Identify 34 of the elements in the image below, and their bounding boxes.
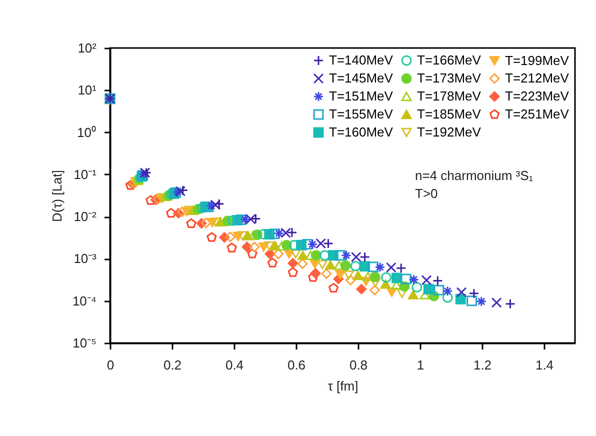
legend-label: T=192MeV	[417, 124, 482, 140]
y-tick-label: 10²	[78, 40, 98, 56]
x-tick-label: 1.4	[535, 358, 554, 372]
x-axis-title: τ [fm]	[328, 378, 358, 394]
legend-label: T=155MeV	[329, 106, 394, 122]
annotation: n=4 charmonium ³S₁	[415, 168, 534, 183]
legend-label: T=178MeV	[417, 88, 482, 104]
legend-label: T=173MeV	[417, 70, 482, 86]
legend-label: T=166MeV	[417, 52, 482, 68]
legend-label: T=251MeV	[505, 106, 570, 122]
y-tick-label: 10⁰	[77, 124, 96, 140]
legend-label: T=140MeV	[329, 52, 394, 68]
y-tick-label: 10⁻²	[74, 209, 98, 224]
legend-label: T=145MeV	[329, 70, 394, 86]
legend-label: T=223MeV	[505, 88, 570, 104]
x-tick-label: 0	[106, 358, 114, 372]
annotation: T>0	[415, 186, 438, 201]
legend-label: T=199MeV	[505, 52, 570, 68]
y-tick-label: 10⁻³	[74, 251, 98, 266]
x-tick-label: 1	[416, 358, 424, 372]
x-tick-label: 0.8	[349, 358, 368, 372]
x-tick-label: 0.4	[225, 358, 244, 372]
x-tick-label: 0.6	[287, 358, 306, 372]
x-tick-label: 1.2	[473, 358, 492, 372]
y-tick-label: 10¹	[78, 82, 98, 98]
y-axis-title: D(τ) [Lat]	[49, 170, 64, 222]
y-tick-label: 10⁻⁴	[72, 293, 96, 308]
x-tick-label: 0.2	[163, 358, 182, 372]
legend-label: T=160MeV	[329, 124, 394, 140]
y-tick-label: 10⁻¹	[74, 166, 98, 182]
legend-label: T=185MeV	[417, 106, 482, 122]
legend-label: T=151MeV	[329, 88, 394, 104]
y-tick-label: 10⁻⁵	[72, 336, 96, 350]
legend-label: T=212MeV	[505, 70, 570, 86]
